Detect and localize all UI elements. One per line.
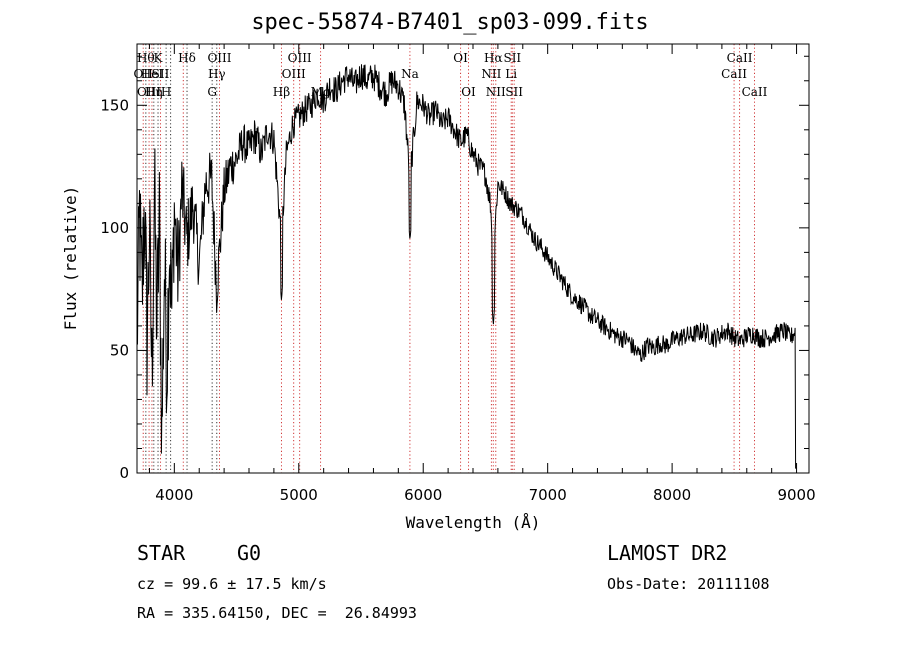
object-subclass: G0 [237,541,262,565]
line-marker-label-2: OIII [137,85,161,99]
survey-name: LAMOST DR2 [607,541,728,565]
line-marker-label-1: Hθ [137,51,155,65]
line-marker-label-3: HeI [141,67,164,81]
line-marker-label-14: Hβ [273,85,290,99]
line-marker-label-6: SII [152,67,170,81]
line-marker-label-24: Li [505,67,517,81]
line-marker-label-20: OI [461,85,476,99]
line-marker-label-7: H [161,85,171,99]
line-marker-label-15: OIII [282,67,306,81]
line-marker-label-19: OI [453,51,468,65]
x-axis-label: Wavelength (Å) [406,513,541,532]
y-tick-label-2: 100 [100,219,129,237]
line-marker-label-25: SII [503,51,521,65]
line-marker-label-16: OIII [288,51,312,65]
spectrum-series-line [136,64,797,469]
object-class: STAR [137,541,186,565]
y-tick-label-1: 50 [110,341,129,359]
axis-ticks: 4000 5000 6000 7000 8000 9000 0 50 100 150 [100,44,816,504]
line-marker-label-28: CaII [727,51,753,65]
y-tick-label-0: 0 [119,464,129,482]
line-marker-label-29: CaII [742,85,768,99]
line-marker-label-5: K [154,51,164,65]
line-marker-label-26: SII [505,85,523,99]
plot-frame [136,43,810,474]
chart-title: spec-55874-B7401_sp03-099.fits [251,10,649,35]
x-tick-label-1: 5000 [280,486,318,504]
x-tick-label-0: 4000 [155,486,193,504]
y-tick-label-3: 150 [100,96,129,114]
redshift-cz: cz = 99.6 ± 17.5 km/s [137,575,327,593]
x-tick-label-5: 9000 [777,486,815,504]
line-marker-label-18: Na [401,67,419,81]
line-marker-label-0: OII [134,67,154,81]
x-tick-label-4: 8000 [653,486,691,504]
line-marker-label-22: Hα [484,51,503,65]
line-marker-label-11: G [207,85,217,99]
line-marker-label-27: CaII [721,67,747,81]
line-marker-label-10: Hδ [178,51,196,65]
x-tick-label-2: 6000 [404,486,442,504]
line-marker-label-4: Hη [145,85,163,99]
line-marker-labels: OIIHθOIIIHeIHηKSIIHHδGHγOIIIHβOIIIOIIIMg… [134,51,768,99]
y-axis-label: Flux (relative) [61,186,80,331]
x-tick-label-3: 7000 [529,486,567,504]
line-marker-label-21: NII [481,67,501,81]
sky-coordinates: RA = 335.64150, DEC = 26.84993 [137,604,417,622]
line-marker-label-13: OIII [207,51,231,65]
line-marker-label-12: Hγ [208,67,226,81]
observation-date: Obs-Date: 20111108 [607,575,770,593]
line-marker-label-23: NII [486,85,506,99]
